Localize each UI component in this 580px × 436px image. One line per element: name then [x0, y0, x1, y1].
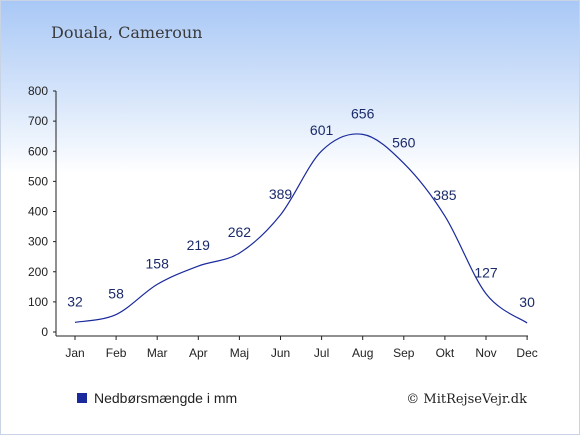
data-label: 158 [146, 255, 170, 271]
data-label: 262 [228, 224, 252, 240]
x-tick-label: Sep [393, 346, 415, 360]
y-tick-label: 300 [28, 235, 48, 249]
x-tick-label: Dec [516, 346, 537, 360]
data-label: 560 [392, 134, 416, 150]
legend-label: Nedbørsmængde i mm [94, 390, 237, 406]
data-label: 219 [187, 237, 211, 253]
data-label: 127 [474, 265, 498, 281]
y-tick-label: 100 [28, 295, 48, 309]
y-axis-ticks: 0 100 200 300 400 500 600 700 800 [28, 84, 56, 339]
x-tick-label: Nov [475, 346, 496, 360]
y-tick-label: 200 [28, 265, 48, 279]
x-tick-label: Feb [106, 346, 127, 360]
credit-text: © MitRejseVejr.dk [406, 392, 527, 407]
y-tick-label: 400 [28, 205, 48, 219]
x-tick-label: Okt [436, 346, 455, 360]
data-label: 385 [433, 187, 457, 203]
y-tick-label: 600 [28, 144, 48, 158]
y-tick-label: 700 [28, 114, 48, 128]
x-tick-label: Jul [314, 346, 329, 360]
y-tick-label: 500 [28, 174, 48, 188]
x-tick-label: Apr [189, 346, 208, 360]
x-axis-ticks: Jan Feb Mar Apr Maj Jun Jul Aug Sep Okt Nov Dec [65, 336, 538, 360]
y-tick-label: 0 [41, 325, 48, 339]
data-labels: 32 58 158 219 262 389 601 656 560 385 127 30 [67, 105, 535, 310]
x-tick-label: Jun [271, 346, 290, 360]
data-label: 601 [310, 122, 334, 138]
data-label: 389 [269, 186, 293, 202]
data-label: 30 [519, 294, 535, 310]
x-tick-label: Jan [65, 346, 84, 360]
y-tick-label: 800 [28, 84, 48, 98]
x-tick-label: Aug [352, 346, 373, 360]
x-tick-label: Maj [230, 346, 249, 360]
data-label: 32 [67, 293, 83, 309]
legend-swatch [77, 393, 87, 403]
data-label: 58 [108, 286, 124, 302]
series-line-nedboer [74, 133, 528, 324]
axes [55, 91, 528, 337]
chart-title: Douala, Cameroun [51, 23, 202, 42]
x-tick-label: Mar [147, 346, 168, 360]
data-label: 656 [351, 105, 375, 121]
